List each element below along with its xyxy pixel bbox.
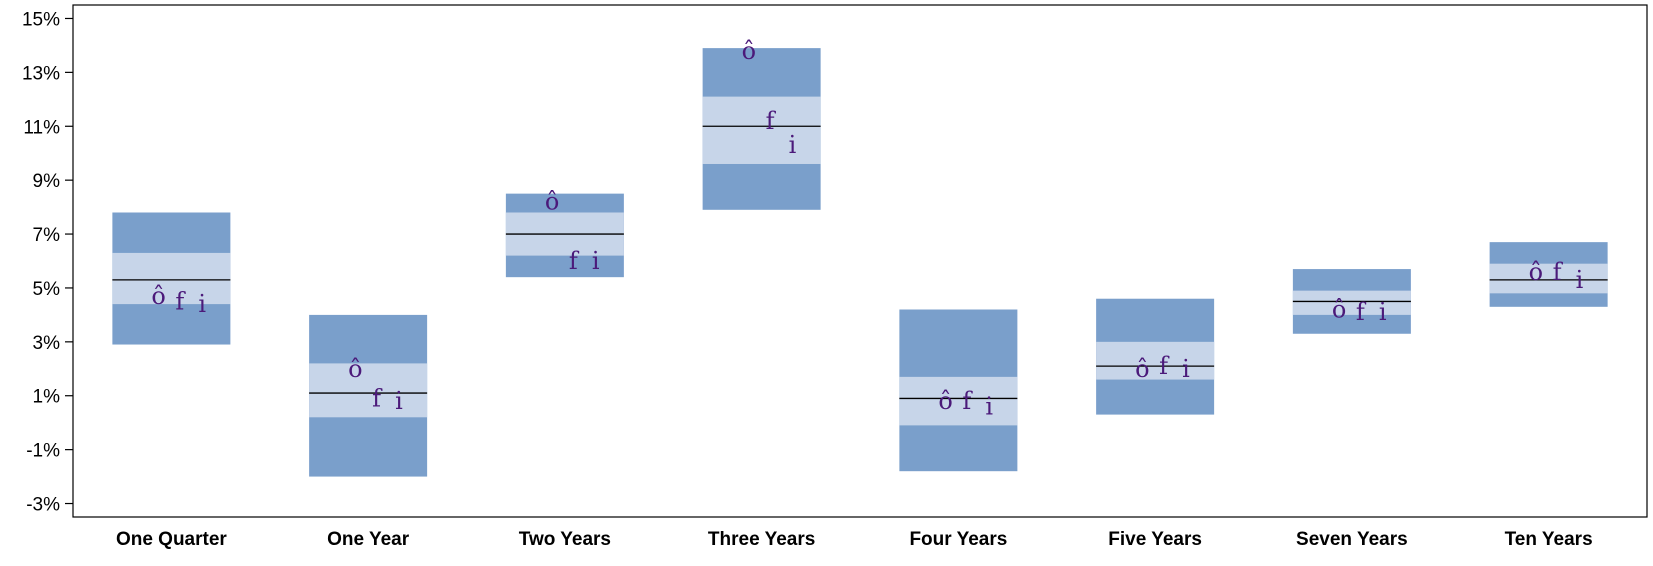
marker-f: f <box>175 287 186 315</box>
marker-i: i <box>985 393 993 421</box>
marker-o-circumflex: ô <box>1135 355 1149 383</box>
marker-o-circumflex: ô <box>938 387 952 415</box>
x-axis-labels: One Quarter One Year Two Years Three Years F… <box>116 529 1593 550</box>
y-tick-label: 1% <box>33 387 61 408</box>
inner-band <box>702 96 821 164</box>
x-category-label: Seven Years <box>1296 529 1408 550</box>
y-tick-label: 5% <box>33 279 61 300</box>
marker-f: f <box>569 247 580 275</box>
marker-i: i <box>789 131 797 159</box>
marker-f: f <box>1159 352 1170 380</box>
y-tick-label: -1% <box>26 441 60 462</box>
marker-i: i <box>395 387 403 415</box>
y-axis: -3% -1% 1% 3% 5% 7% 9% 11% 13% 15% <box>22 9 73 516</box>
inner-band <box>1489 263 1608 294</box>
y-tick-label: 15% <box>22 9 60 30</box>
inner-band <box>1096 341 1215 380</box>
inner-band <box>112 252 231 305</box>
x-category-label: Three Years <box>708 529 815 550</box>
marker-o-circumflex: ô <box>1332 296 1346 324</box>
marker-f: f <box>1356 298 1367 326</box>
x-category-label: Five Years <box>1108 529 1202 550</box>
y-tick-label: 9% <box>33 171 61 192</box>
x-category-label: Four Years <box>909 529 1007 550</box>
marker-i: i <box>1576 266 1584 294</box>
x-category-label: One Quarter <box>116 529 227 550</box>
inner-band <box>309 363 428 418</box>
marker-f: f <box>962 387 973 415</box>
x-category-label: Ten Years <box>1505 529 1593 550</box>
y-tick-label: -3% <box>26 495 60 516</box>
marker-o-circumflex: ô <box>348 355 362 383</box>
marker-o-circumflex: ô <box>151 282 165 310</box>
y-tick-label: 11% <box>23 117 60 138</box>
marker-f: f <box>1553 258 1564 286</box>
marker-o-circumflex: ô <box>742 37 756 65</box>
y-tick-label: 13% <box>22 63 60 84</box>
y-tick-label: 7% <box>33 225 61 246</box>
marker-o-circumflex: ô <box>1529 258 1543 286</box>
marker-f: f <box>372 384 383 412</box>
marker-i: i <box>1182 355 1190 383</box>
inner-band <box>1292 290 1411 315</box>
plot-frame <box>72 4 1648 518</box>
x-category-label: Two Years <box>519 529 611 550</box>
marker-i: i <box>1379 298 1387 326</box>
range-box: ô fi <box>702 37 821 210</box>
marker-i: i <box>198 290 206 318</box>
y-tick-label: 3% <box>33 333 61 354</box>
marker-o-circumflex: ô <box>545 188 559 216</box>
inner-band <box>899 376 1018 426</box>
marker-f: f <box>766 107 777 135</box>
x-category-label: One Year <box>327 529 410 550</box>
marker-i: i <box>592 247 600 275</box>
